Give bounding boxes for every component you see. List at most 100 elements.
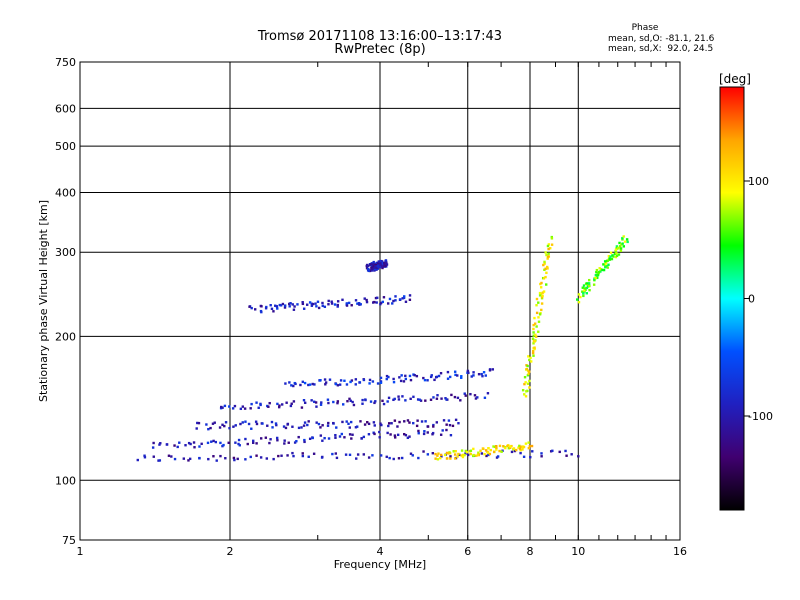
data-point — [288, 305, 291, 308]
data-point — [384, 264, 387, 267]
data-point — [176, 445, 179, 449]
data-point — [373, 424, 376, 427]
data-point — [558, 450, 561, 454]
data-point — [623, 240, 627, 243]
data-point — [381, 266, 384, 270]
data-point — [291, 303, 294, 306]
data-point — [542, 290, 546, 293]
data-point — [187, 441, 191, 445]
data-point — [339, 379, 343, 382]
data-point — [367, 433, 371, 436]
data-point — [223, 424, 226, 428]
data-point — [540, 302, 544, 305]
data-point — [388, 297, 392, 301]
data-point — [480, 452, 484, 455]
data-point — [393, 397, 396, 401]
data-point — [472, 374, 475, 377]
data-point — [385, 263, 389, 266]
data-point — [403, 420, 406, 423]
data-point — [286, 454, 289, 457]
data-point — [510, 450, 514, 454]
data-point — [371, 267, 374, 271]
data-point — [313, 400, 316, 403]
data-point — [538, 294, 542, 297]
data-point — [297, 435, 300, 439]
data-point — [531, 351, 535, 355]
data-point — [350, 304, 353, 307]
data-point — [377, 260, 381, 263]
data-point — [219, 454, 222, 458]
data-point — [332, 421, 335, 425]
data-point — [426, 431, 429, 434]
data-point — [538, 291, 542, 295]
data-point — [547, 243, 551, 246]
data-point — [396, 425, 399, 428]
data-point — [261, 422, 264, 425]
y-tick-label: 200 — [55, 330, 76, 343]
data-point — [413, 374, 416, 377]
data-point — [283, 442, 286, 445]
data-point — [396, 433, 400, 437]
data-point — [375, 268, 378, 271]
data-point — [498, 449, 501, 453]
data-point — [436, 394, 439, 397]
data-point — [565, 454, 568, 457]
data-point — [278, 303, 282, 307]
data-point — [422, 450, 425, 453]
data-point — [489, 448, 492, 452]
data-point — [492, 450, 496, 454]
data-point — [532, 327, 535, 331]
data-point — [277, 405, 281, 409]
data-point — [406, 436, 410, 440]
data-point — [350, 379, 354, 382]
data-point — [284, 382, 287, 385]
y-tick-label: 600 — [55, 102, 76, 115]
data-point — [338, 383, 342, 386]
data-point — [608, 258, 612, 261]
data-point — [474, 397, 478, 400]
data-point — [244, 420, 247, 423]
data-point — [381, 399, 384, 403]
data-point — [392, 377, 395, 381]
data-point — [303, 438, 306, 442]
data-point — [269, 438, 272, 441]
data-point — [525, 390, 528, 393]
data-point — [233, 458, 236, 462]
data-point — [532, 342, 535, 345]
data-point — [393, 419, 397, 422]
data-point — [259, 437, 263, 440]
data-point — [543, 268, 546, 272]
data-point — [540, 281, 543, 285]
data-point — [621, 236, 624, 240]
colorbar-ticks: 100 0 -100 — [744, 175, 773, 423]
data-point — [431, 452, 435, 455]
data-point — [283, 304, 287, 307]
data-point — [616, 246, 620, 250]
data-point — [585, 282, 589, 285]
data-point — [453, 453, 457, 456]
data-point — [377, 265, 380, 269]
data-point — [544, 251, 547, 254]
data-point — [167, 454, 171, 457]
data-point — [492, 445, 495, 448]
x-tick-label: 1 — [77, 545, 84, 558]
data-point — [415, 424, 419, 428]
data-point — [495, 448, 498, 451]
data-point — [301, 452, 304, 455]
data-point — [320, 456, 324, 459]
data-point — [210, 440, 213, 443]
data-point — [409, 378, 413, 382]
data-point — [279, 304, 283, 307]
data-point — [332, 400, 335, 404]
data-point — [321, 304, 324, 308]
data-point — [538, 313, 542, 316]
data-point — [625, 238, 629, 241]
data-point — [312, 452, 316, 455]
data-point — [519, 451, 522, 455]
data-point — [432, 423, 435, 427]
data-point — [476, 396, 479, 399]
data-point — [448, 423, 452, 427]
data-point — [373, 432, 376, 436]
data-point — [601, 268, 604, 272]
data-point — [626, 240, 629, 244]
